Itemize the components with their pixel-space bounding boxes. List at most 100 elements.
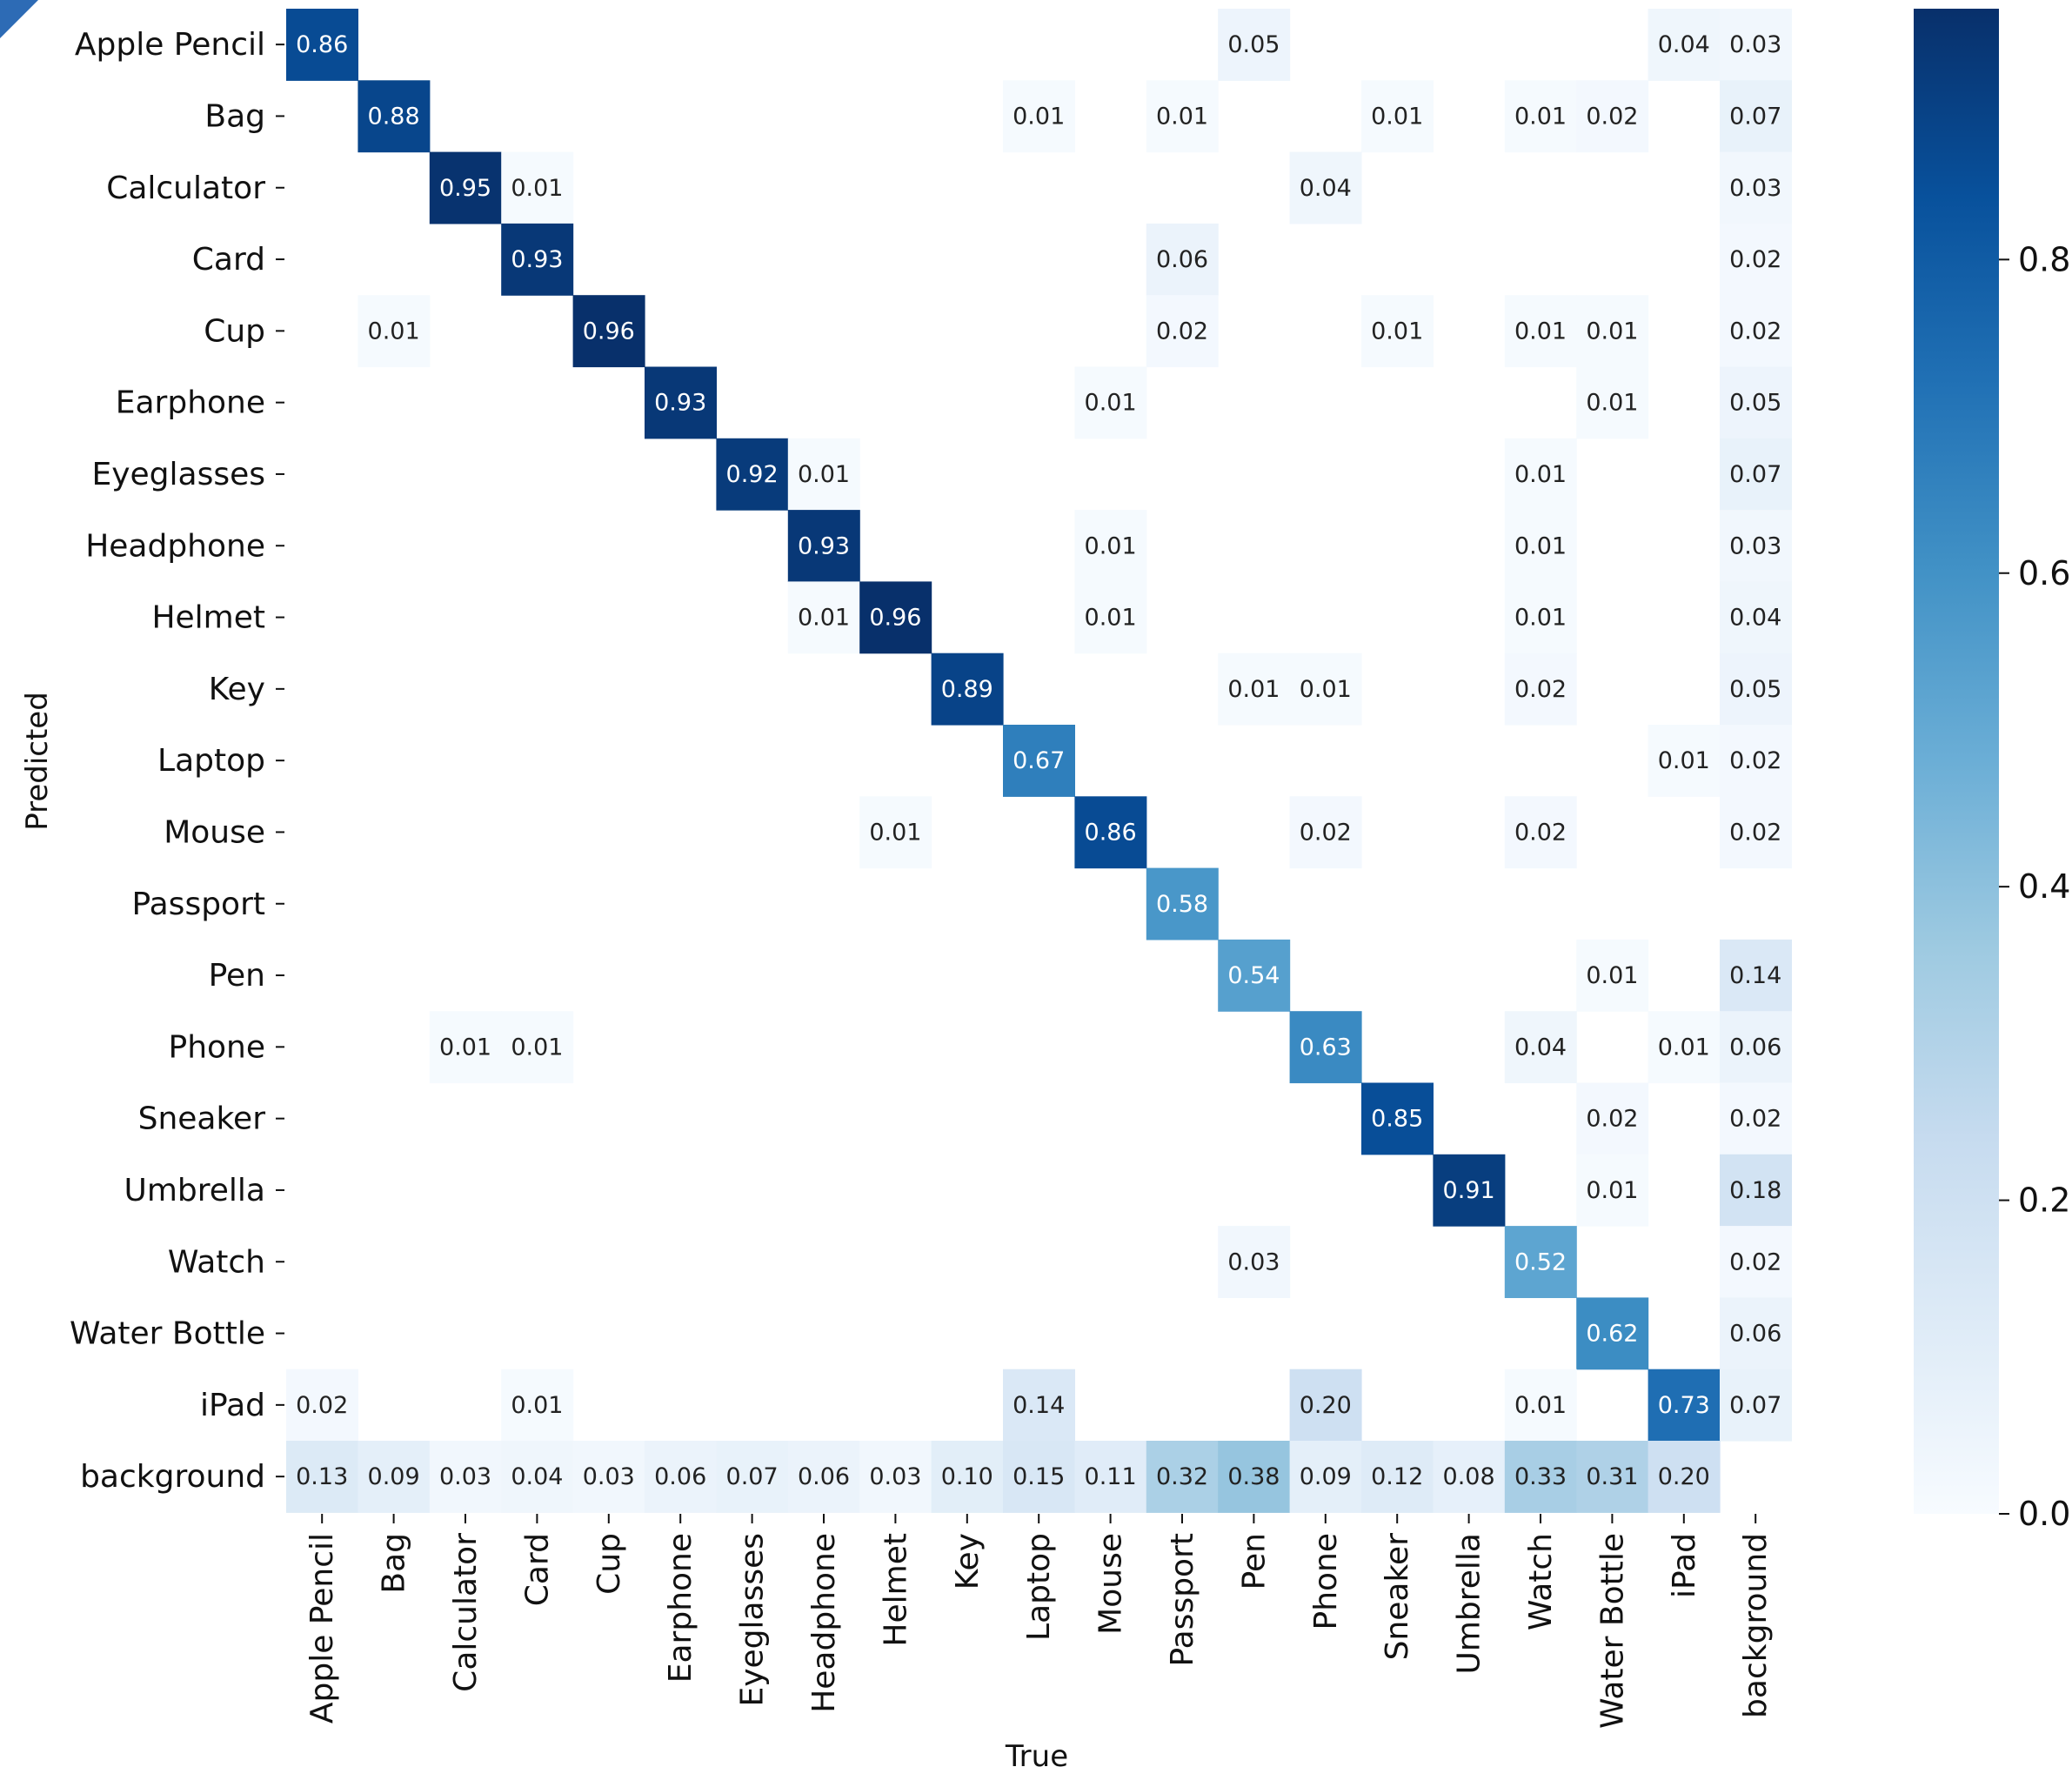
cell-value-label: 0.01 — [1586, 318, 1638, 345]
cell-value-label: 0.93 — [511, 246, 563, 273]
heatmap-cell-mouse-phone — [1289, 796, 1362, 869]
cell-value-label: 0.01 — [1156, 103, 1208, 130]
cell-value-label: 0.02 — [1729, 747, 1781, 774]
cell-value-label: 0.33 — [1514, 1463, 1567, 1490]
cell-value-label: 0.20 — [1300, 1392, 1352, 1419]
heatmap-cell-background-watch — [1504, 1441, 1577, 1513]
cell-value-label: 0.01 — [1013, 103, 1065, 130]
cell-value-label: 0.01 — [1514, 605, 1567, 632]
cell-value-label: 0.06 — [798, 1463, 850, 1490]
heatmap-cell-card-card — [501, 223, 574, 296]
cell-value-label: 0.01 — [1514, 318, 1567, 345]
cell-value-label: 0.67 — [1013, 747, 1065, 774]
heatmap-cell-phone-phone — [1289, 1011, 1362, 1084]
y-tick-label: Watch — [168, 1244, 265, 1280]
y-tick-label: Headphone — [85, 528, 265, 564]
y-tick-label: Calculator — [106, 171, 265, 206]
cell-value-label: 0.02 — [1586, 1106, 1638, 1133]
heatmap-cell-phone-ipad — [1648, 1011, 1721, 1084]
heatmap-cell-background-card — [501, 1441, 574, 1513]
y-tick-label: Bag — [204, 98, 265, 134]
x-tick-label: Passport — [1165, 1533, 1200, 1666]
x-tick-label: Sneaker — [1380, 1533, 1415, 1661]
y-tick-label: Eyeglasses — [91, 457, 265, 492]
cell-value-label: 0.02 — [1514, 819, 1567, 846]
heatmap-cell-background-key — [931, 1441, 1004, 1513]
cell-value-label: 0.15 — [1013, 1463, 1065, 1490]
cell-value-label: 0.31 — [1586, 1463, 1638, 1490]
heatmap-cell-headphone-background — [1720, 510, 1792, 582]
cell-value-label: 0.02 — [1729, 1106, 1781, 1133]
heatmap-cell-eyeglasses-watch — [1504, 438, 1577, 511]
heatmap-cell-key-phone — [1289, 653, 1362, 726]
cell-value-label: 0.01 — [511, 1034, 563, 1061]
cell-value-label: 0.54 — [1227, 962, 1280, 989]
x-tick-label: Bag — [377, 1533, 412, 1594]
cell-value-label: 0.01 — [511, 175, 563, 202]
x-tick-label: Eyeglasses — [735, 1533, 771, 1707]
heatmap-cell-mouse-watch — [1504, 796, 1577, 869]
cell-value-label: 0.01 — [1371, 103, 1423, 130]
cell-value-label: 0.06 — [654, 1463, 706, 1490]
cell-value-label: 0.32 — [1156, 1463, 1208, 1490]
cell-value-label: 0.04 — [1729, 605, 1781, 632]
heatmap-cell-laptop-laptop — [1003, 725, 1075, 797]
y-tick-label: Phone — [168, 1029, 265, 1065]
cell-value-label: 0.01 — [1300, 676, 1352, 703]
heatmap-cell-background-phone — [1289, 1441, 1362, 1513]
cell-value-label: 0.01 — [1085, 605, 1137, 632]
heatmap-cell-cup-passport — [1146, 295, 1219, 368]
heatmap-cell-earphone-mouse — [1074, 366, 1147, 439]
heatmap-cell-sneaker-sneaker — [1361, 1082, 1434, 1155]
heatmap-cell-background-sneaker — [1361, 1441, 1434, 1513]
heatmap-cell-eyeglasses-background — [1720, 438, 1792, 511]
y-tick-label: Water Bottle — [70, 1316, 265, 1352]
heatmap-cell-cup-background — [1720, 295, 1792, 368]
cell-value-label: 0.02 — [1514, 676, 1567, 703]
x-tick-label: Key — [950, 1533, 986, 1590]
y-tick-label: Earphone — [116, 385, 265, 421]
heatmap-cells: 0.86 0.05 0.04 0.03 0.88 0.01 0.01 0.01 0.01 0.02… — [286, 9, 1792, 1513]
corner-mark — [0, 0, 38, 38]
heatmap-cell-phone-watch — [1504, 1011, 1577, 1084]
heatmap-cell-cup-cup — [572, 295, 645, 368]
cell-value-label: 0.04 — [1300, 175, 1352, 202]
x-tick-label: Water Bottle — [1594, 1533, 1630, 1729]
heatmap-cell-cup-watch — [1504, 295, 1577, 368]
cell-value-label: 0.62 — [1586, 1321, 1638, 1348]
cell-value-label: 0.89 — [941, 676, 993, 703]
x-tick-label: Pen — [1236, 1533, 1272, 1590]
cell-value-label: 0.05 — [1227, 31, 1280, 58]
heatmap-cell-background-passport — [1146, 1441, 1219, 1513]
heatmap-cell-earphone-background — [1720, 366, 1792, 439]
heatmap-cell-laptop-background — [1720, 725, 1792, 797]
cell-value-label: 0.01 — [1085, 532, 1137, 559]
cell-value-label: 0.03 — [583, 1463, 635, 1490]
cell-value-label: 0.07 — [726, 1463, 779, 1490]
cell-value-label: 0.20 — [1658, 1463, 1710, 1490]
heatmap-cell-calculator-phone — [1289, 151, 1362, 224]
heatmap-cell-key-key — [931, 653, 1004, 726]
cell-value-label: 0.03 — [1729, 175, 1781, 202]
cell-value-label: 0.11 — [1085, 1463, 1137, 1490]
cell-value-label: 0.01 — [1514, 461, 1567, 488]
y-tick-label: Laptop — [157, 743, 265, 779]
cell-value-label: 0.05 — [1729, 676, 1781, 703]
heatmap-cell-umbrella-water-bottle — [1576, 1154, 1649, 1227]
heatmap-cell-background-pen — [1218, 1441, 1291, 1513]
cell-value-label: 0.92 — [726, 461, 779, 488]
y-tick-label: Cup — [204, 313, 265, 349]
y-axis-title: Predicted — [20, 692, 55, 831]
heatmap-cell-background-earphone — [645, 1441, 717, 1513]
heatmap-cell-background-apple-pencil — [286, 1441, 358, 1513]
heatmap-cell-earphone-water-bottle — [1576, 366, 1649, 439]
cell-value-label: 0.01 — [869, 819, 921, 846]
heatmap-cell-apple-pencil-background — [1720, 9, 1792, 81]
heatmap-cell-cup-sneaker — [1361, 295, 1434, 368]
heatmap-cell-cup-water-bottle — [1576, 295, 1649, 368]
x-tick-label: background — [1738, 1533, 1774, 1718]
cell-value-label: 0.01 — [1658, 1034, 1710, 1061]
heatmap-cell-background-umbrella — [1433, 1441, 1506, 1513]
cell-value-label: 0.01 — [1514, 532, 1567, 559]
colorbar: 0.0 0.2 0.4 0.6 0.8 — [1914, 9, 2070, 1533]
